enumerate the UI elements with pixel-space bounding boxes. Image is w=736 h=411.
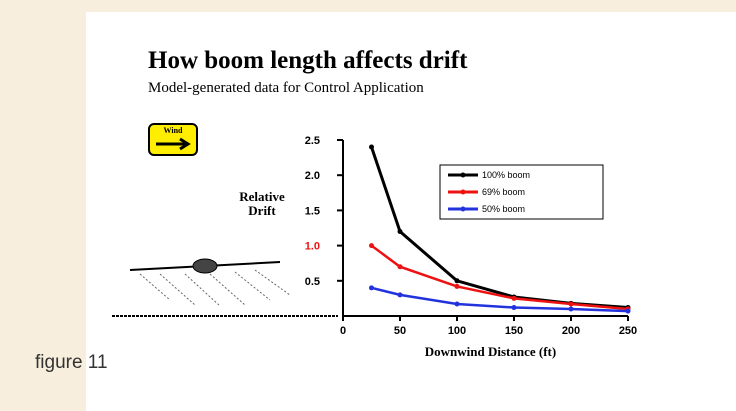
y-tick-label: 1.5	[305, 205, 320, 217]
legend-marker	[460, 172, 466, 178]
data-point	[568, 301, 574, 307]
legend-marker	[460, 206, 466, 212]
wind-arrow	[156, 137, 191, 151]
data-point	[454, 278, 460, 284]
data-point	[397, 264, 403, 270]
data-point	[511, 295, 517, 301]
legend-label: 50% boom	[482, 204, 525, 214]
x-tick-label: 50	[394, 325, 406, 337]
x-tick-label: 0	[340, 325, 346, 337]
data-point	[369, 144, 374, 150]
x-axis-label: Downwind Distance (ft)	[425, 344, 556, 359]
x-tick-label: 100	[448, 325, 466, 337]
left-band	[0, 0, 86, 411]
data-point	[454, 283, 460, 289]
legend-label: 69% boom	[482, 187, 525, 197]
data-point	[397, 229, 403, 235]
data-point	[369, 285, 374, 291]
data-point	[397, 292, 403, 298]
legend-label: 100% boom	[482, 170, 530, 180]
legend-marker	[460, 189, 466, 195]
fuselage	[192, 258, 218, 274]
y-tick-label: 2.5	[305, 135, 320, 147]
y-tick-label: 1.0	[305, 241, 320, 253]
y-tick-label: 2.0	[305, 170, 320, 182]
data-point	[625, 308, 631, 314]
series-line	[371, 286, 629, 313]
chart-title: How boom length affects drift	[148, 47, 468, 74]
x-tick-label: 150	[505, 325, 523, 337]
chart-subtitle: Model-generated data for Control Applica…	[148, 80, 424, 96]
series-line	[370, 244, 629, 311]
figure-caption: figure 11	[35, 352, 108, 373]
y-tick-label: 0.5	[305, 276, 320, 288]
data-point	[454, 301, 460, 307]
wind-label: Wind	[164, 126, 184, 135]
airplane	[112, 258, 338, 317]
y-axis-label: Drift	[248, 203, 276, 218]
data-point	[369, 243, 374, 249]
data-point	[568, 306, 574, 312]
top-band	[0, 0, 736, 12]
x-tick-label: 200	[562, 325, 580, 337]
y-axis-label: Relative	[239, 189, 285, 204]
x-tick-label: 250	[619, 325, 637, 337]
wind-sign: Wind	[148, 123, 198, 156]
data-point	[511, 305, 517, 311]
